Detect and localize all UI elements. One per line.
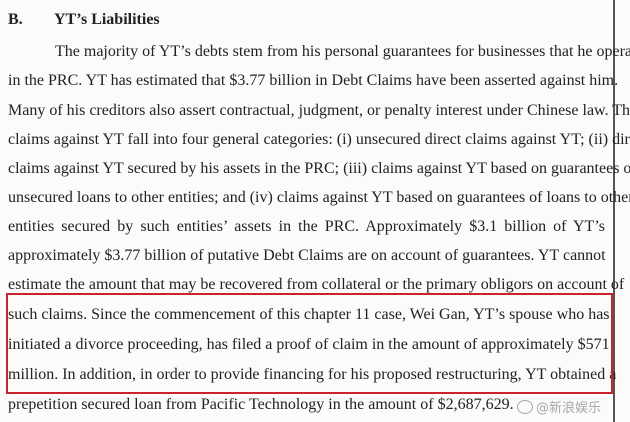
paragraph-line: in the PRC. YT has estimated that $3.77 …: [8, 72, 619, 89]
paragraph-line: estimate the amount that may be recovere…: [8, 276, 625, 293]
section-number: B.: [8, 11, 23, 28]
page-margin-rule: [613, 0, 615, 422]
paragraph-line: unsecured loans to other entities; and (…: [8, 189, 630, 206]
watermark-text: @新浪娱乐: [536, 401, 602, 416]
paragraph-line: entities secured by such entities’ asset…: [8, 218, 605, 235]
paragraph-line: approximately $3.77 billion of putative …: [8, 247, 606, 264]
highlighted-line: million. In addition, in order to provid…: [8, 366, 617, 383]
paragraph-line: claims against YT secured by his assets …: [8, 160, 630, 177]
watermark: @新浪娱乐: [517, 397, 601, 416]
weibo-logo-icon: [517, 399, 533, 414]
paragraph-line: prepetition secured loan from Pacific Te…: [8, 396, 514, 413]
red-highlight-box: [6, 293, 613, 394]
paragraph-line: The majority of YT’s debts stem from his…: [55, 43, 630, 60]
paragraph-line: Many of his creditors also assert contra…: [8, 102, 630, 119]
highlighted-line: such claims. Since the commencement of t…: [8, 306, 610, 323]
section-title: YT’s Liabilities: [54, 11, 160, 28]
highlighted-line: initiated a divorce proceeding, has file…: [8, 336, 610, 353]
paragraph-line: claims against YT fall into four general…: [8, 131, 630, 148]
